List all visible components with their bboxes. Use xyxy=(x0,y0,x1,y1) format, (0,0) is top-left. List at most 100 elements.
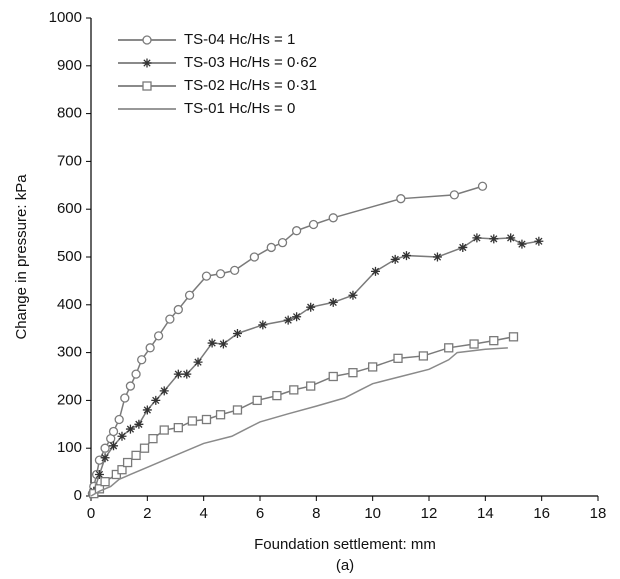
marker xyxy=(283,315,293,325)
marker xyxy=(489,234,499,244)
y-tick-label: 1000 xyxy=(49,9,82,26)
x-tick-label: 8 xyxy=(312,505,320,522)
marker xyxy=(173,369,183,379)
marker xyxy=(173,304,183,315)
x-axis-label: Foundation settlement: mm xyxy=(254,536,436,553)
marker xyxy=(215,269,226,279)
y-tick-label: 500 xyxy=(57,248,82,265)
marker xyxy=(393,353,403,363)
marker xyxy=(289,385,299,395)
y-tick-label: 600 xyxy=(57,200,82,217)
marker xyxy=(418,351,429,361)
marker xyxy=(139,443,150,453)
marker xyxy=(534,236,544,246)
marker xyxy=(182,369,192,379)
series-line xyxy=(93,336,514,495)
x-tick-label: 18 xyxy=(590,505,607,522)
marker xyxy=(258,320,268,330)
marker xyxy=(328,213,338,223)
marker xyxy=(131,450,141,461)
marker xyxy=(348,368,358,378)
marker xyxy=(151,395,161,405)
y-tick-label: 700 xyxy=(57,152,82,169)
marker xyxy=(232,405,243,415)
marker xyxy=(277,238,288,248)
marker xyxy=(229,265,240,276)
marker xyxy=(215,410,226,420)
marker xyxy=(252,395,262,406)
marker xyxy=(272,390,282,401)
marker xyxy=(125,424,135,434)
x-tick-label: 14 xyxy=(477,505,494,522)
x-tick-label: 2 xyxy=(143,505,151,522)
y-tick-label: 400 xyxy=(57,296,82,313)
marker xyxy=(134,419,144,429)
marker xyxy=(266,242,276,253)
marker xyxy=(472,233,482,243)
y-tick-label: 200 xyxy=(57,391,82,408)
legend-label: TS-04 Hc/Hs = 1 xyxy=(184,31,295,48)
marker xyxy=(368,362,378,372)
marker xyxy=(100,443,110,453)
series-line xyxy=(91,185,483,494)
marker xyxy=(207,338,217,348)
marker xyxy=(108,426,119,437)
marker xyxy=(401,251,411,261)
marker xyxy=(131,369,141,379)
marker xyxy=(444,343,454,353)
marker xyxy=(390,254,400,264)
marker xyxy=(201,414,212,425)
marker xyxy=(117,431,127,441)
legend-label: TS-01 Hc/Hs = 0 xyxy=(184,100,295,117)
x-tick-label: 0 xyxy=(87,505,95,522)
marker xyxy=(308,219,319,230)
y-tick-label: 300 xyxy=(57,344,82,361)
marker xyxy=(165,314,175,324)
x-tick-label: 6 xyxy=(256,505,264,522)
marker xyxy=(111,469,121,480)
marker xyxy=(159,386,169,396)
legend-marker xyxy=(142,81,152,91)
x-tick-label: 4 xyxy=(199,505,207,522)
marker xyxy=(148,433,158,444)
marker xyxy=(120,393,130,403)
marker xyxy=(117,465,127,475)
marker xyxy=(249,252,260,262)
marker xyxy=(201,271,212,281)
marker xyxy=(306,381,316,391)
series-line xyxy=(90,347,508,497)
y-tick-label: 100 xyxy=(57,439,82,456)
marker xyxy=(100,453,110,463)
marker xyxy=(218,339,228,349)
marker xyxy=(173,422,183,433)
marker xyxy=(449,190,460,200)
marker xyxy=(432,252,442,262)
marker xyxy=(193,357,203,367)
x-tick-label: 10 xyxy=(364,505,381,522)
marker xyxy=(94,469,104,479)
marker xyxy=(489,335,499,346)
marker xyxy=(122,457,133,468)
y-tick-label: 0 xyxy=(74,487,82,504)
marker xyxy=(506,233,516,243)
y-axis-label: Change in pressure: kPa xyxy=(13,174,30,340)
marker xyxy=(153,331,164,341)
legend-marker xyxy=(142,58,152,68)
marker xyxy=(145,343,155,353)
legend-label: TS-03 Hc/Hs = 0·62 xyxy=(184,54,317,71)
marker xyxy=(348,290,358,300)
marker xyxy=(328,297,338,307)
marker xyxy=(137,355,147,365)
x-tick-label: 16 xyxy=(533,505,550,522)
marker xyxy=(306,302,316,312)
marker xyxy=(109,441,119,451)
marker xyxy=(396,194,406,204)
marker xyxy=(328,371,338,382)
marker xyxy=(184,290,195,300)
marker xyxy=(517,239,527,249)
marker xyxy=(125,381,136,391)
legend-marker xyxy=(142,35,152,45)
marker xyxy=(159,425,169,435)
